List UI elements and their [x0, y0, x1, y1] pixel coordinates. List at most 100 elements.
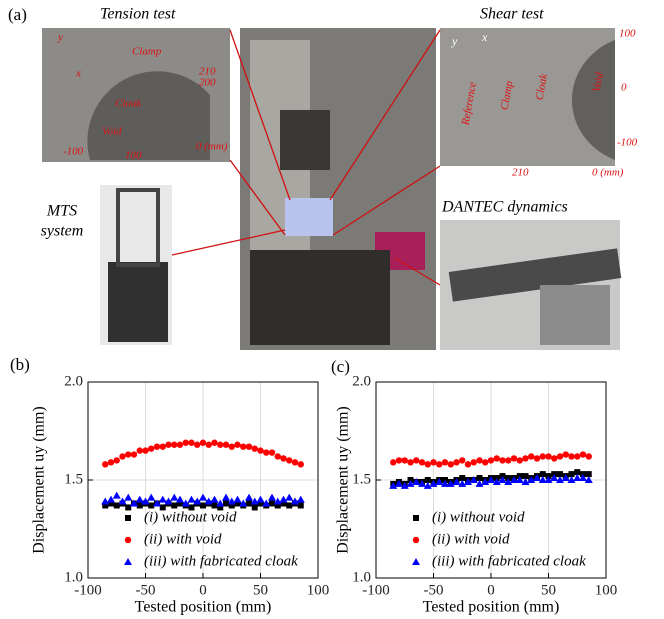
marker	[487, 457, 495, 464]
marker	[159, 504, 166, 511]
x-axis-label: Tested position (mm)	[135, 599, 272, 616]
annotation: 0 (mm)	[592, 167, 624, 179]
marker	[286, 457, 293, 464]
legend-marker	[412, 558, 420, 565]
marker	[562, 451, 569, 458]
marker	[205, 441, 212, 448]
marker	[159, 443, 166, 450]
marker	[516, 457, 523, 464]
marker	[108, 500, 114, 507]
marker	[233, 495, 242, 503]
y-tick-label: 2.0	[64, 373, 83, 389]
annotation: -100	[63, 146, 84, 158]
marker	[107, 459, 115, 466]
marker	[119, 453, 126, 460]
marker	[234, 500, 241, 507]
marker	[158, 495, 167, 503]
marker	[239, 499, 248, 507]
marker	[228, 443, 235, 450]
marker	[153, 499, 161, 507]
marker	[118, 497, 127, 505]
marker	[469, 476, 478, 483]
marker	[395, 479, 403, 487]
photo-caption: Shear test	[480, 6, 544, 23]
marker	[130, 451, 138, 458]
annotation: 210	[512, 167, 529, 179]
marker	[476, 457, 483, 464]
marker	[413, 457, 420, 464]
plot-frame	[375, 381, 607, 579]
marker	[504, 477, 513, 485]
marker	[521, 477, 530, 485]
marker	[228, 502, 235, 509]
annotation: 0	[621, 82, 627, 94]
marker	[273, 497, 282, 505]
marker	[210, 495, 219, 503]
marker	[528, 453, 535, 460]
marker	[112, 491, 121, 499]
marker	[124, 493, 133, 501]
marker	[418, 479, 426, 487]
marker	[446, 479, 455, 487]
annotation: Void	[102, 126, 122, 138]
y-tick-label: 1.0	[352, 569, 371, 585]
marker	[539, 453, 546, 460]
marker	[181, 499, 190, 507]
marker	[476, 475, 483, 482]
x-tick-label: 100	[307, 582, 330, 598]
marker	[579, 474, 587, 482]
marker	[257, 500, 264, 507]
marker	[251, 504, 258, 511]
x-tick-label: 0	[199, 582, 207, 598]
marker	[107, 495, 115, 503]
marker	[141, 497, 150, 505]
marker	[251, 445, 258, 452]
y-tick-label: 1.5	[352, 471, 371, 487]
marker	[498, 476, 507, 483]
x-tick-label: 0	[487, 582, 495, 598]
x-tick-label: 50	[253, 582, 268, 598]
y-axis-label: Displacement uy (mm)	[31, 406, 48, 554]
legend-marker	[412, 536, 420, 544]
marker	[101, 497, 110, 505]
marker	[527, 476, 536, 483]
marker	[268, 493, 276, 501]
marker	[188, 504, 195, 511]
marker	[285, 493, 294, 501]
marker	[487, 476, 495, 483]
marker	[170, 493, 179, 501]
marker	[430, 459, 437, 466]
marker	[470, 459, 477, 466]
marker	[274, 453, 281, 460]
marker	[291, 497, 299, 505]
marker	[522, 455, 529, 462]
marker	[102, 502, 109, 509]
marker	[245, 493, 253, 501]
marker	[453, 459, 460, 466]
marker	[568, 471, 575, 478]
marker	[585, 453, 592, 460]
annotation: 0 (mm)	[196, 141, 228, 153]
marker	[395, 457, 403, 464]
marker	[257, 447, 264, 454]
marker	[458, 479, 467, 487]
marker	[245, 443, 253, 450]
panel-label: (b)	[10, 355, 30, 374]
marker	[234, 441, 241, 448]
marker	[217, 504, 224, 511]
marker	[113, 502, 120, 509]
legend-marker	[125, 515, 131, 521]
x-tick-label: -50	[136, 582, 156, 598]
marker	[240, 443, 247, 450]
marker	[280, 500, 287, 507]
marker	[441, 479, 449, 487]
marker	[246, 500, 252, 507]
marker	[177, 500, 183, 507]
marker	[125, 504, 132, 511]
marker	[153, 443, 161, 450]
marker	[400, 481, 409, 489]
marker	[481, 477, 490, 485]
legend-label: (i) without void	[144, 509, 237, 525]
marker	[142, 447, 149, 454]
marker	[164, 497, 173, 505]
